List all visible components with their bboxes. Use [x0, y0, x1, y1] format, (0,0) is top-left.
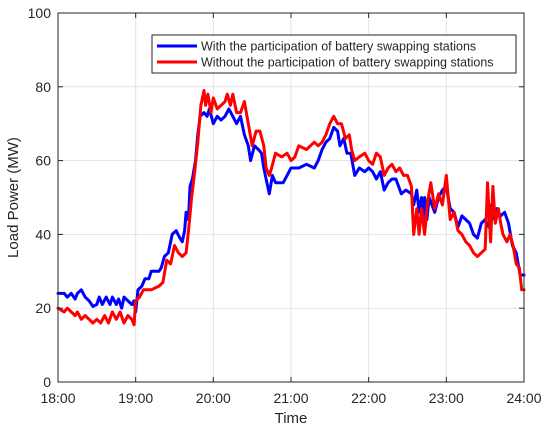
y-tick-label: 60	[35, 153, 51, 169]
x-tick-label: 18:00	[40, 390, 75, 406]
legend: With the participation of battery swappi…	[151, 34, 517, 74]
x-axis-label: Time	[275, 410, 308, 427]
x-tick-label: 21:00	[273, 390, 308, 406]
x-tick-label: 22:00	[351, 390, 386, 406]
legend-box	[151, 34, 517, 74]
y-tick-label: 80	[35, 79, 51, 95]
x-tick-labels: 18:00 19:00 20:00 21:00 22:00 23:00 24:00	[40, 390, 541, 406]
y-tick-label: 20	[35, 300, 51, 316]
legend-label-without: Without the participation of battery swa…	[201, 56, 494, 70]
y-axis-label: Load Power (MW)	[5, 137, 22, 258]
x-tick-label: 24:00	[506, 390, 541, 406]
x-tick-label: 20:00	[196, 390, 231, 406]
y-tick-label: 40	[35, 226, 51, 242]
y-tick-label: 0	[43, 374, 51, 390]
x-tick-label: 23:00	[429, 390, 464, 406]
x-tick-label: 19:00	[118, 390, 153, 406]
y-tick-label: 100	[28, 5, 52, 21]
grid-lines	[58, 13, 524, 382]
axis-ticks	[57, 12, 525, 383]
y-tick-labels: 0 20 40 60 80 100	[28, 5, 52, 390]
legend-label-with: With the participation of battery swappi…	[201, 40, 476, 54]
series-layer	[56, 89, 526, 327]
series-line-without-swapping	[56, 89, 526, 327]
